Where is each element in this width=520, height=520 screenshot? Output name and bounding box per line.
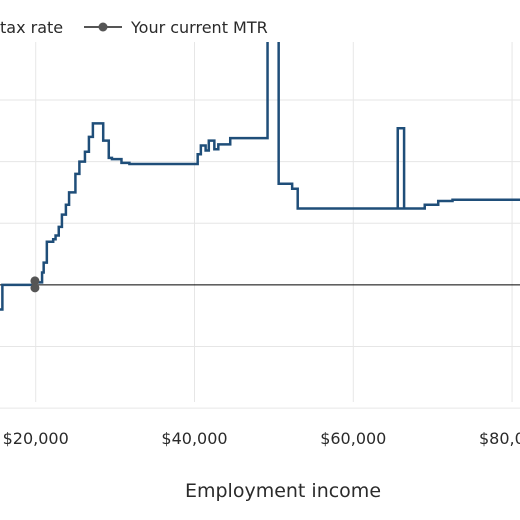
series-layer: [0, 42, 520, 311]
x-tick-label-1: $40,000: [161, 429, 227, 448]
series-spike-0: [396, 127, 406, 209]
current-point-layer: [30, 276, 40, 293]
legend-item-tax-rate[interactable]: tax rate: [0, 18, 63, 37]
x-tick-label-3: $80,000: [479, 429, 520, 448]
x-axis-title: Employment income: [185, 480, 381, 502]
legend-label-current-mtr: Your current MTR: [130, 18, 268, 37]
legend-marker-swatch: [98, 22, 108, 32]
current-mtr-marker-lower[interactable]: [30, 283, 40, 293]
x-tick-label-0: $20,000: [3, 429, 69, 448]
legend-item-current-mtr[interactable]: Your current MTR: [84, 18, 268, 37]
current-mtr-marker[interactable]: [30, 276, 40, 286]
series-line-0: [0, 42, 520, 311]
grid-layer: [0, 42, 520, 409]
legend-label-tax-rate: tax rate: [0, 18, 63, 37]
legend[interactable]: tax rate Your current MTR: [0, 18, 268, 37]
x-tick-layer: $20,000 $40,000 $60,000 $80,000: [3, 429, 520, 448]
x-tick-label-2: $60,000: [320, 429, 386, 448]
